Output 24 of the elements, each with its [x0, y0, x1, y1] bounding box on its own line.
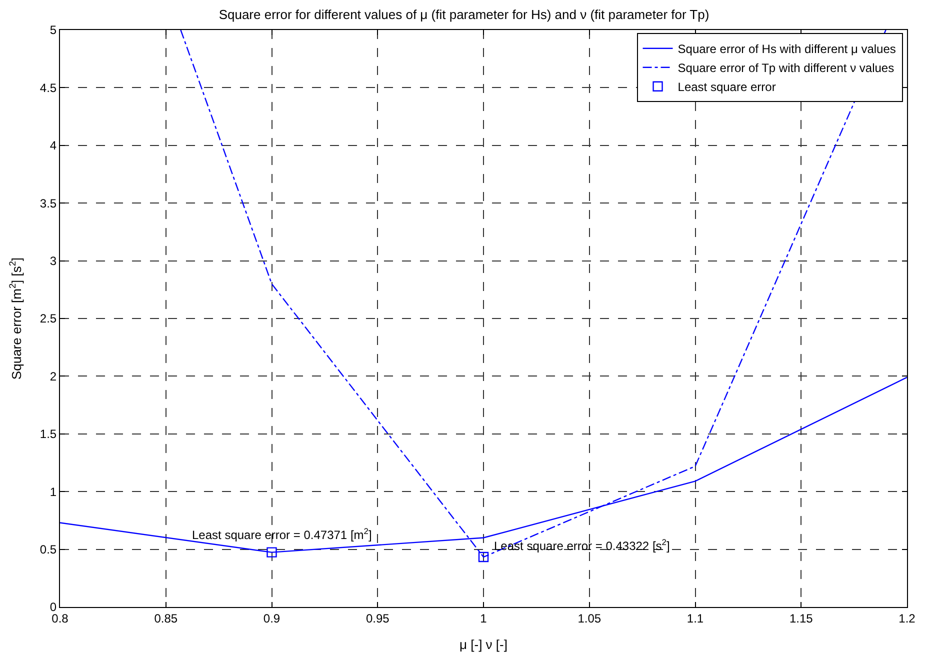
- y-tick-label: 3.5: [40, 196, 57, 210]
- y-tick-label: 2.5: [40, 312, 57, 326]
- x-tick-label: 0.9: [263, 611, 280, 626]
- x-tick-label: 1.2: [898, 611, 916, 626]
- y-tick-label: 4: [50, 138, 57, 153]
- y-tick-label: 3: [50, 254, 57, 268]
- annotation: Least square error = 0.47371 [m$^{2}$]: [192, 526, 372, 542]
- x-axis-title: μ [-] ν [-]: [460, 637, 508, 652]
- x-tick-label: 1: [480, 611, 488, 626]
- x-tick-label: 1.15: [789, 611, 814, 626]
- y-tick-label: 5: [50, 23, 57, 38]
- y-tick-label: 2: [50, 369, 57, 384]
- legend-label: Square error of Tp with different ν values: [678, 61, 894, 76]
- x-tick-label: 1.05: [578, 611, 602, 626]
- y-tick-label: 1: [50, 484, 57, 499]
- legend-label: Square error of Hs with different μ values: [678, 42, 896, 56]
- y-tick-label: 4.5: [40, 80, 57, 95]
- y-tick-label: 0.5: [40, 542, 57, 556]
- x-tick-label: 1.1: [686, 611, 704, 626]
- y-tick-label: 1.5: [40, 427, 57, 442]
- chart-title: Square error for different values of μ (fit parameter for Hs) and ν (fit parameter for Tp): [218, 7, 710, 22]
- x-tick-label: 0.95: [366, 611, 390, 626]
- x-tick-label: 0.85: [154, 611, 178, 626]
- legend-label: Least square error: [678, 80, 776, 94]
